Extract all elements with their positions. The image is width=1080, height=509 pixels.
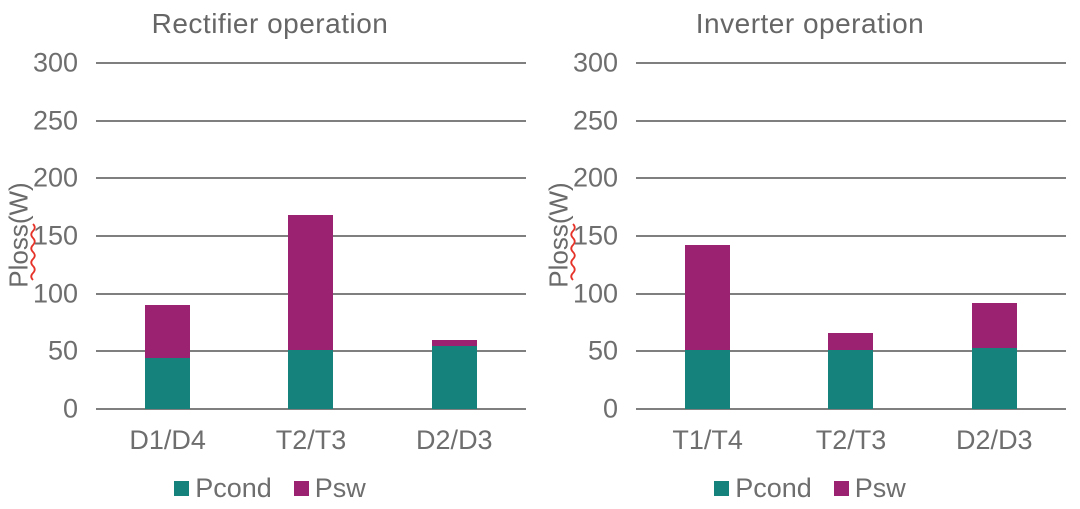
bar-segment-psw [971,302,1017,348]
y-tick-label: 150 [32,220,78,251]
category-label: D2/D3 [956,425,1033,455]
y-tick-label: 200 [572,162,618,193]
y-tick-label: 50 [587,335,618,366]
y-tick-label: 100 [32,278,78,309]
y-tick-label: 50 [47,335,78,366]
category-label: D2/D3 [416,425,493,455]
legend-swatch-psw [293,480,309,496]
gridline [96,62,526,64]
stacked-bar [828,332,874,409]
bar-slot [239,63,382,409]
bar-slot [96,63,239,409]
bar-slot [383,63,526,409]
gridline [96,119,526,122]
y-tick-label: 100 [572,278,618,309]
rectifier-chart: Rectifier operation Ploss(W) 0 50 100 150 20… [0,8,540,504]
gridline [636,119,1066,122]
inverter-chart: Inverter operation Ploss(W) 0 50 100 150 200… [540,0,1080,509]
category-label: T2/T3 [275,425,347,455]
x-axis-categories: D1/D4 T2/T3 D2/D3 [96,424,526,456]
spellcheck-squiggle-icon [570,223,576,281]
bar-segment-pcond [288,350,334,409]
gridline [96,408,526,410]
legend-swatch-pcond [174,480,190,496]
bar-segment-pcond [685,350,731,409]
y-tick-label: 300 [572,47,618,78]
y-tick-label: 0 [62,393,78,424]
y-tick-label: 250 [572,105,618,136]
bar-slot [636,63,779,409]
gridline [96,177,526,180]
legend-item-pcond: Pcond [174,472,272,504]
gridline [636,235,1066,237]
x-axis-categories: T1/T4 T2/T3 D2/D3 [636,424,1066,456]
legend-label: Pcond [735,473,812,503]
stacked-bar [971,302,1017,409]
bar-slot [779,63,922,409]
legend: Pcond Psw [540,472,1080,504]
legend-label: Psw [854,473,906,503]
spellcheck-squiggle-icon [30,223,36,281]
y-axis-ticks: 0 50 100 150 200 250 300 [540,49,618,422]
y-tick-label: 300 [32,47,78,78]
category-label: T1/T4 [672,425,743,455]
legend-swatch-pcond [714,480,730,496]
gridline [636,408,1066,410]
y-tick-label: 0 [602,393,618,424]
gridline [636,292,1066,295]
legend-label: Psw [314,473,366,503]
y-tick-label: 150 [572,220,618,251]
gridline [636,62,1066,64]
bar-segment-psw [685,245,731,351]
plot-area [96,62,526,410]
bar-segment-pcond [828,350,874,409]
bar-segment-pcond [145,358,191,409]
legend-item-pcond: Pcond [714,472,812,504]
legend-item-psw: Psw [833,472,906,504]
y-axis-ticks: 0 50 100 150 200 250 300 [0,49,78,422]
bar-segment-psw [828,332,874,351]
y-tick-label: 200 [32,162,78,193]
bar-segment-psw [145,305,191,359]
stacked-bar [685,245,731,409]
bars [636,63,1066,409]
category-label: D1/D4 [129,425,206,455]
bar-segment-psw [288,215,334,351]
legend-label: Pcond [195,473,272,503]
legend: Pcond Psw [0,472,540,504]
chart-title: Rectifier operation [151,8,389,39]
bars [96,63,526,409]
legend-swatch-psw [833,480,849,496]
bar-segment-pcond [431,345,477,409]
plot-area [636,62,1066,410]
stacked-bar [288,215,334,409]
chart-title: Inverter operation [695,8,925,39]
bar-segment-pcond [971,347,1017,409]
stacked-bar [145,305,191,409]
legend-item-psw: Psw [293,472,366,504]
bar-segment-psw [431,339,477,346]
stacked-bar [431,339,477,409]
bar-slot [923,63,1066,409]
category-label: T2/T3 [815,425,887,455]
y-tick-label: 250 [32,105,78,136]
gridline [636,177,1066,180]
